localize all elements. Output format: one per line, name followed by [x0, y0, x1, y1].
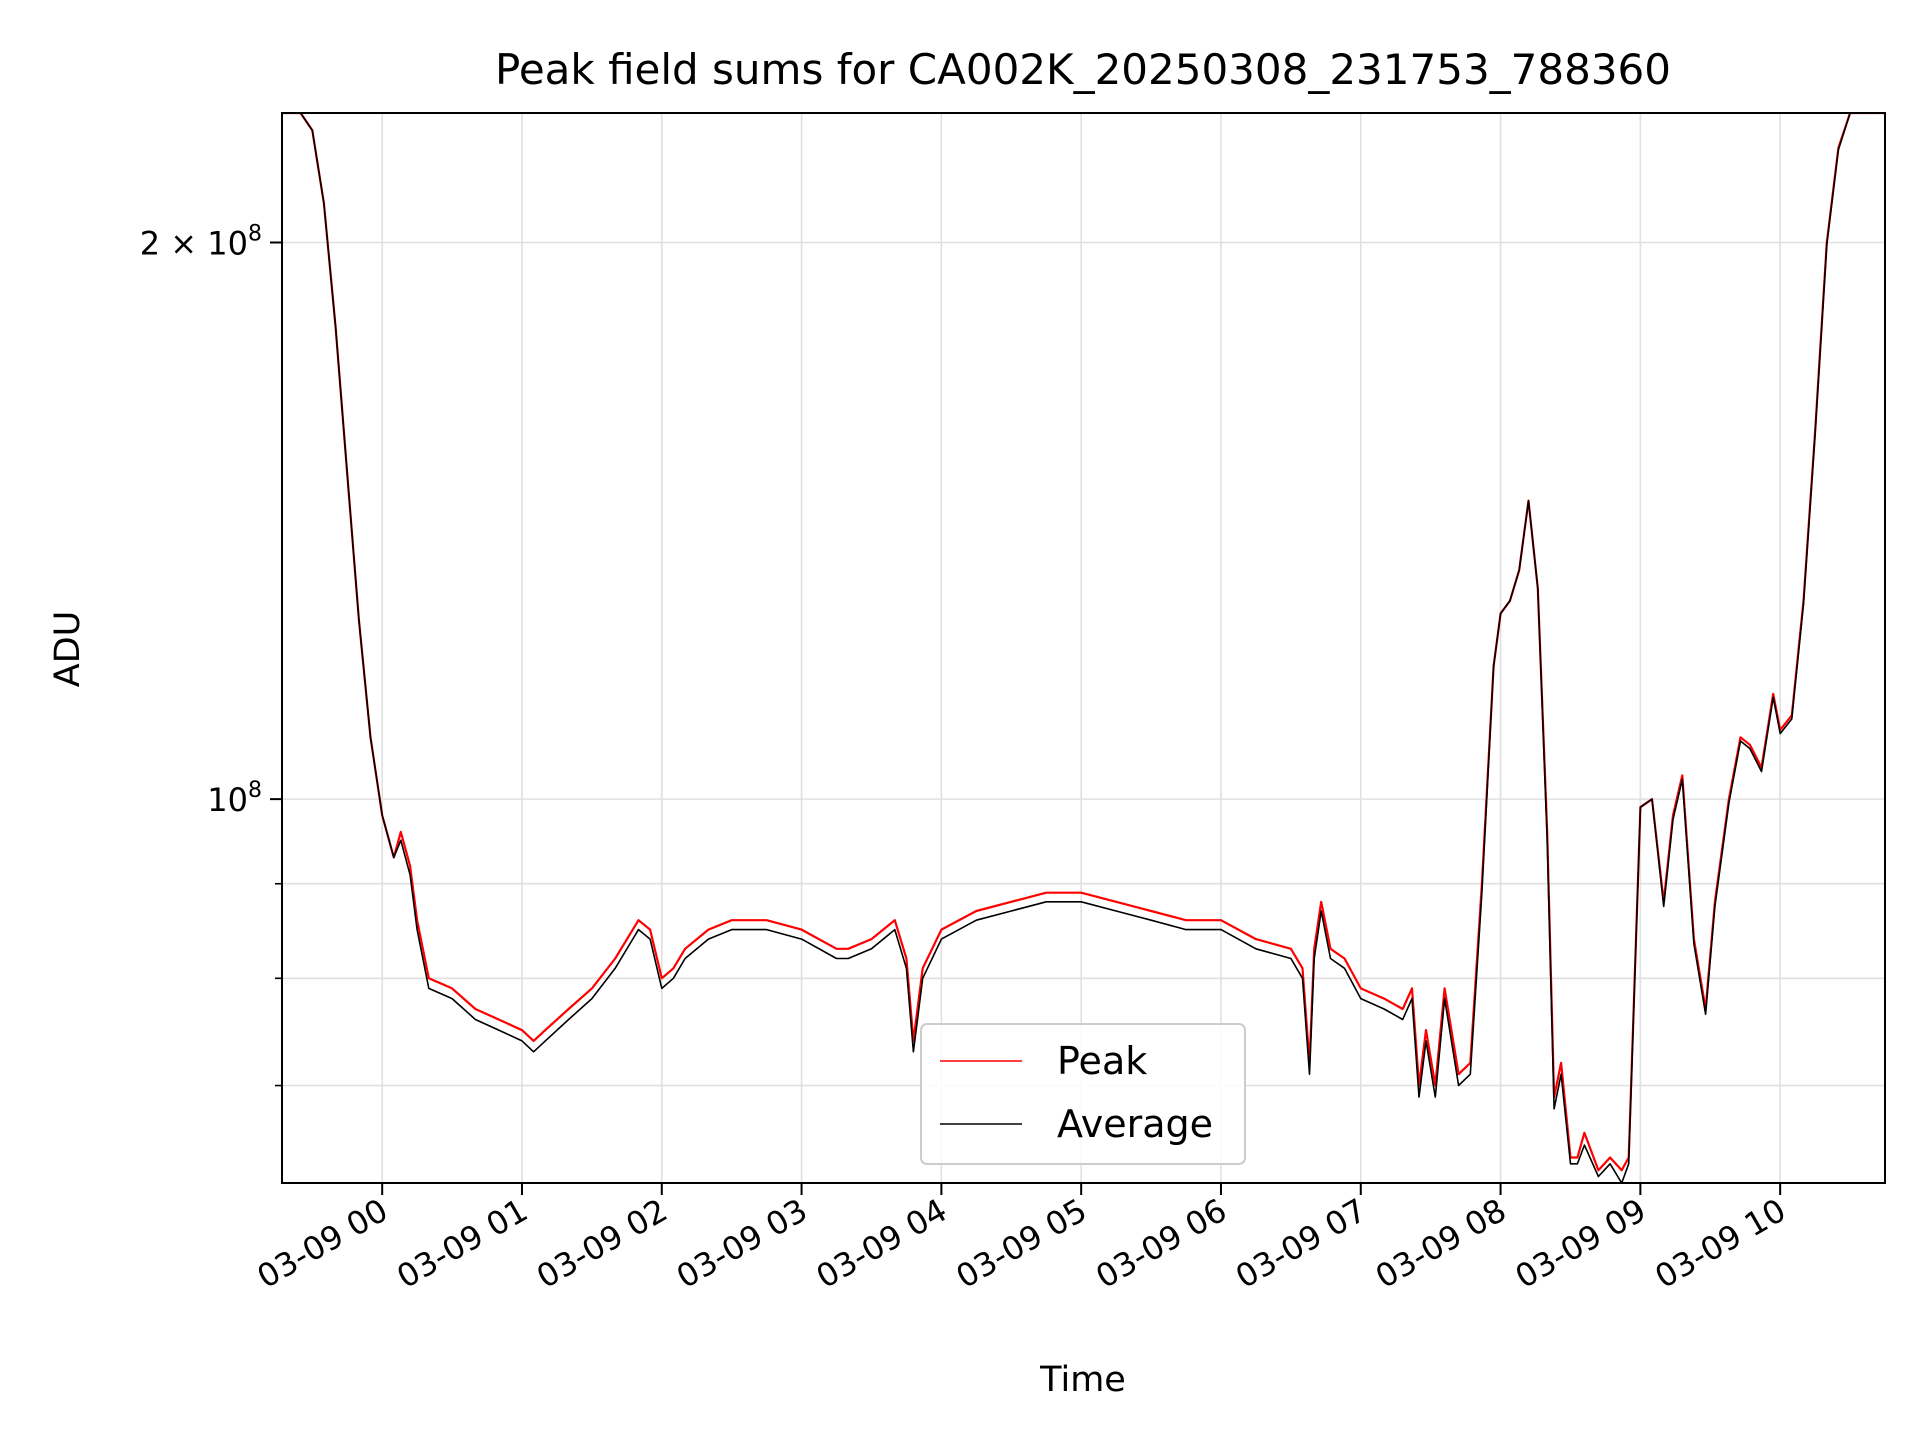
y-axis-title: ADU	[48, 611, 88, 688]
chart-title: Peak field sums for CA002K_20250308_2317…	[495, 45, 1671, 94]
legend-label: Peak	[1057, 1039, 1147, 1083]
legend-label: Average	[1057, 1102, 1213, 1146]
legend: Peak Average	[920, 1023, 1246, 1165]
x-axis-title: Time	[1039, 1360, 1126, 1400]
y-axis: 2 × 108 108	[140, 222, 282, 1087]
y-tick-label: 2 × 108	[140, 222, 262, 263]
series-layer	[282, 113, 1885, 1183]
plot-frame	[281, 112, 1886, 1184]
series-line-average	[282, 113, 1885, 1183]
legend-box	[920, 1023, 1246, 1165]
y-tick-label: 108	[207, 778, 262, 819]
